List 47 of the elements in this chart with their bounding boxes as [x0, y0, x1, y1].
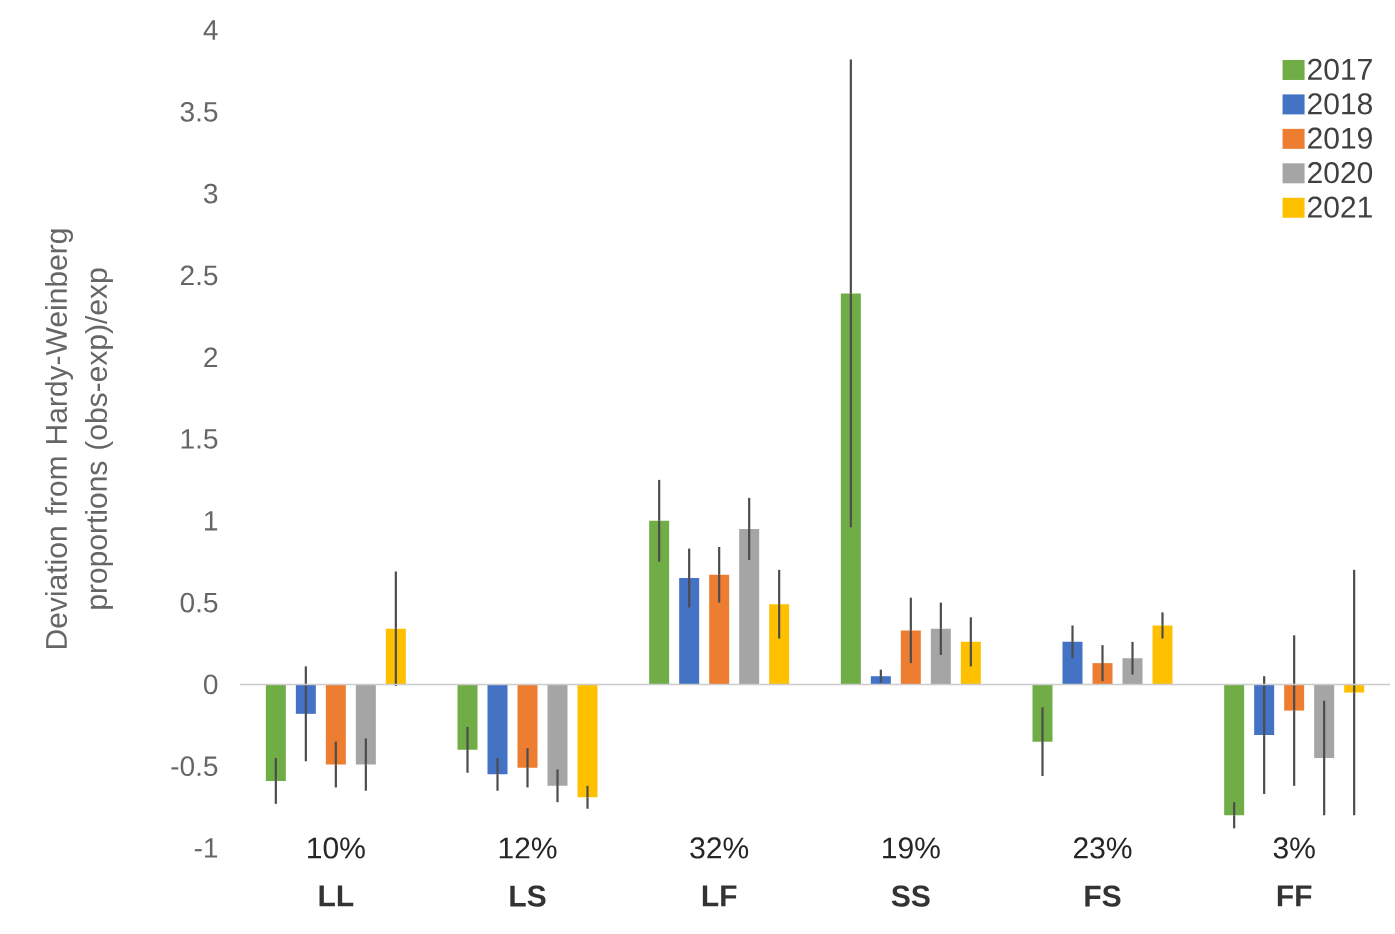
y-tick-label: 0 — [204, 674, 218, 695]
y-tick-label: 2.5 — [180, 265, 218, 286]
bar — [739, 528, 760, 685]
bar — [517, 684, 538, 768]
x-tick-label: LF — [702, 885, 737, 907]
y-tick-label: 1 — [205, 511, 218, 531]
y-axis-title: Deviation from Hardy-Weinberg proportions (obs-exp)/exp — [45, 229, 113, 648]
bar — [1152, 625, 1173, 685]
legend-label: 2017 — [1308, 58, 1372, 80]
annotation: 23% — [1073, 837, 1132, 859]
bar — [547, 684, 568, 786]
legend-label: 2020 — [1308, 162, 1373, 184]
annotation: 32% — [690, 837, 749, 859]
annotation: 3% — [1273, 837, 1315, 859]
y-tick-label: -0.5 — [171, 756, 218, 777]
legend-label: 2021 — [1308, 196, 1372, 218]
y-tick-label: 4 — [203, 20, 218, 40]
y-tick-label: 3.5 — [180, 101, 218, 122]
x-tick-label: FF — [1277, 885, 1312, 907]
annotation: 10% — [308, 837, 365, 859]
x-tick-label: LS — [510, 885, 546, 907]
y-tick-label: 1.5 — [181, 429, 218, 449]
legend-label: 2019 — [1308, 127, 1372, 149]
y-tick-label: 3 — [203, 183, 218, 204]
legend-label: 2018 — [1308, 93, 1372, 115]
bar — [577, 684, 598, 798]
bar — [679, 578, 700, 685]
annotation: 12% — [499, 837, 557, 859]
x-tick-label: FS — [1085, 885, 1121, 907]
bar — [1062, 641, 1083, 685]
x-tick-label: LL — [319, 885, 354, 907]
y-tick-label: -1 — [194, 838, 218, 858]
bar — [457, 684, 478, 750]
x-tick-label: SS — [891, 885, 930, 907]
bar — [487, 684, 508, 775]
bar — [265, 684, 286, 781]
bar — [769, 604, 790, 685]
annotation: 19% — [883, 837, 940, 859]
bar — [709, 574, 730, 685]
bar — [355, 684, 376, 765]
y-tick-label: 2 — [204, 347, 218, 367]
bar — [870, 676, 891, 685]
bar — [325, 684, 346, 765]
bar — [930, 628, 951, 685]
y-tick-label: 0.5 — [180, 592, 218, 613]
bar — [649, 520, 670, 685]
bar — [1224, 684, 1245, 816]
